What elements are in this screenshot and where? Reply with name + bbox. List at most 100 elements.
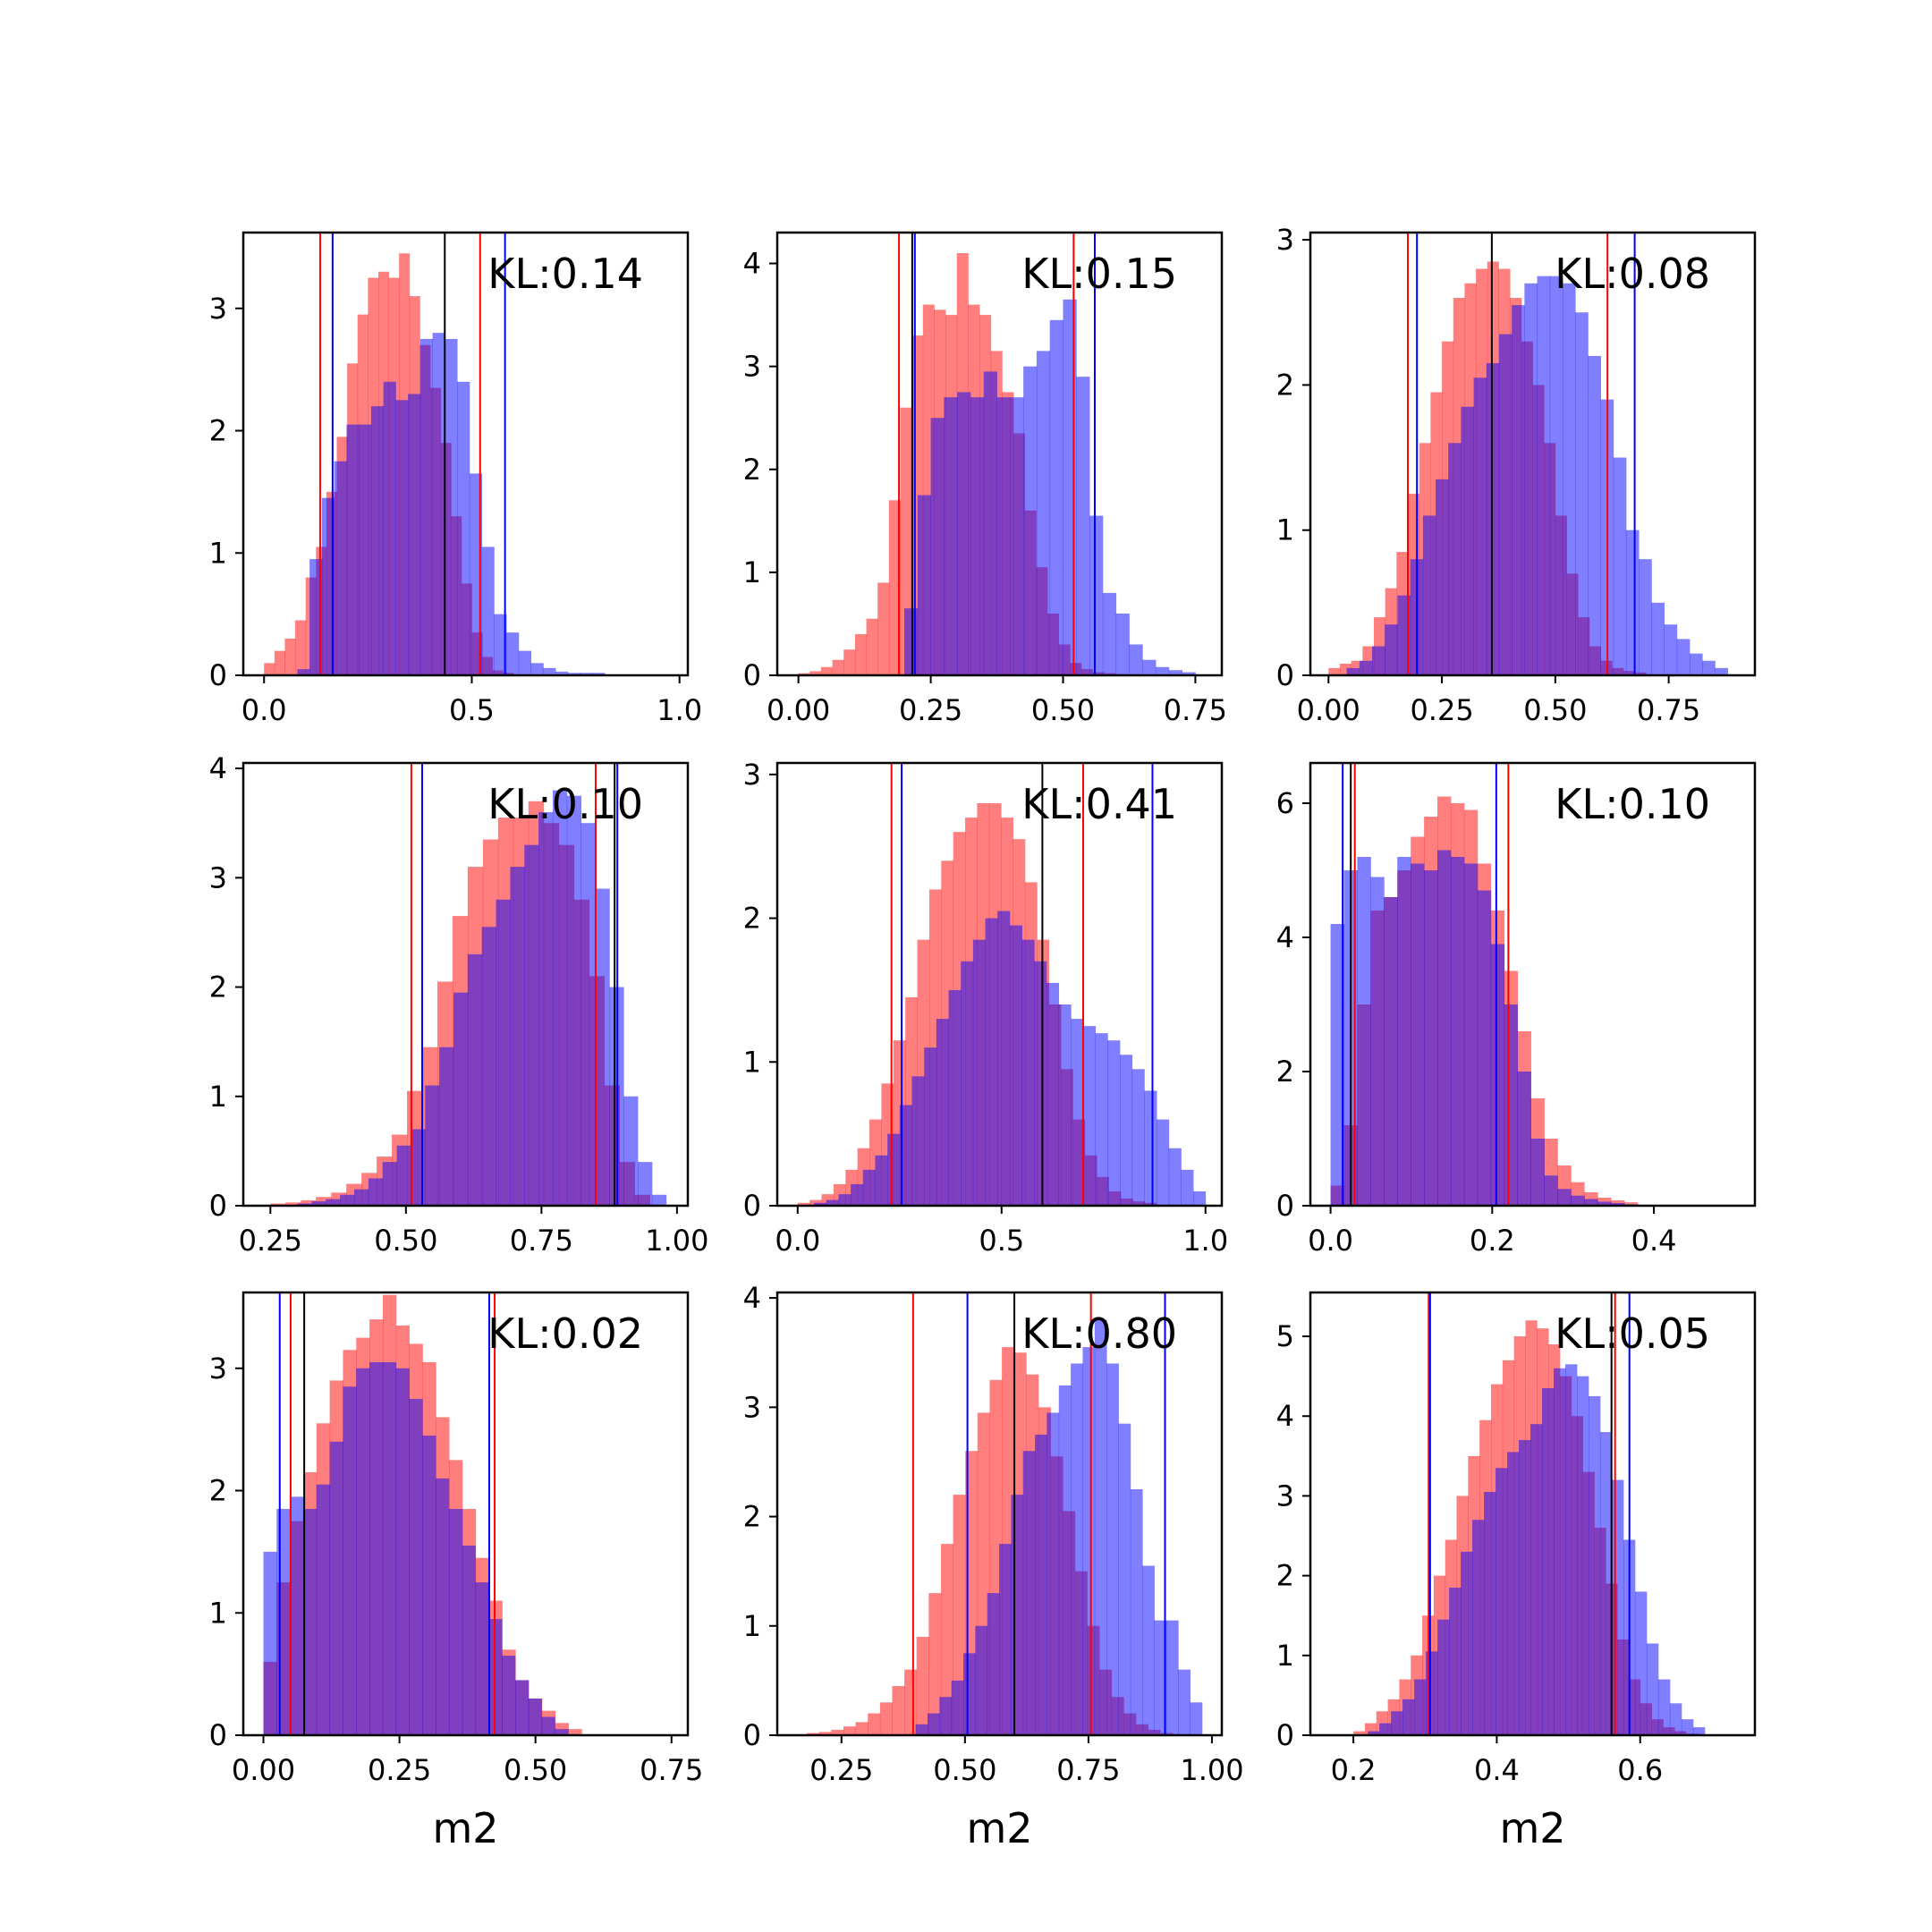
blue-histogram-bar — [1120, 1055, 1133, 1206]
red-histogram-bar — [797, 1202, 810, 1206]
blue-histogram-bar — [1190, 1702, 1203, 1735]
blue-histogram-bar — [528, 1698, 542, 1735]
axes-frame — [1309, 1291, 1757, 1737]
blue-histogram-bar — [887, 1133, 901, 1206]
axes-frame — [242, 761, 690, 1208]
blue-histogram-bar — [297, 669, 310, 675]
blue-histogram-bar — [329, 1441, 343, 1735]
blue-histogram-bar — [321, 497, 335, 675]
blue-histogram-bar — [915, 1724, 928, 1735]
y-tick-label: 0 — [209, 1718, 227, 1752]
blue-histogram-bar — [1142, 659, 1157, 675]
blue-histogram-bar — [1512, 305, 1525, 675]
blue-histogram-bar — [595, 888, 610, 1206]
blue-histogram-bar — [1524, 283, 1538, 675]
bars-group — [1328, 233, 1728, 675]
x-tick-label: 0.00 — [767, 693, 830, 727]
blue-histogram-bar — [1634, 1591, 1648, 1735]
blue-histogram-bar — [481, 547, 495, 675]
blue-histogram-bar — [395, 1368, 410, 1735]
x-tick-label: 0.6 — [1617, 1753, 1663, 1787]
y-tick-label: 3 — [209, 1352, 227, 1385]
subplot-8: 0.25 0.50 0.75 1.00 0 1 2 3 4 KL:0.80 m2 — [743, 1281, 1244, 1852]
blue-histogram-bar — [1023, 366, 1038, 675]
red-histogram-bar — [868, 1713, 881, 1735]
y-tick-label: 2 — [1276, 1559, 1294, 1593]
blue-histogram-bar — [1588, 355, 1601, 675]
blue-histogram-bar — [963, 1653, 976, 1735]
y-tick-label: 1 — [1276, 1639, 1294, 1673]
y-tick-label: 2 — [209, 1474, 227, 1508]
red-histogram-bar — [264, 663, 275, 675]
blue-histogram-bar — [961, 961, 974, 1206]
blue-histogram-bar — [1422, 515, 1436, 675]
blue-histogram-bar — [875, 1155, 888, 1206]
blue-histogram-bar — [623, 1096, 639, 1206]
blue-histogram-bar — [1129, 644, 1143, 675]
y-tick-label: 4 — [1276, 1399, 1294, 1433]
x-tick-label: 0.50 — [1031, 693, 1095, 727]
blue-histogram-bar — [467, 953, 483, 1206]
blue-histogram-bar — [1157, 1119, 1170, 1206]
blue-histogram-bar — [1530, 1139, 1545, 1206]
blue-histogram-bar — [987, 1593, 1000, 1735]
blue-histogram-bar — [1156, 666, 1170, 675]
red-histogram-bar — [855, 1722, 869, 1735]
y-tick-label: 2 — [1276, 1055, 1294, 1089]
blue-histogram-bar — [448, 1509, 463, 1735]
blue-histogram-bar — [944, 397, 958, 675]
y-tick-label: 4 — [743, 1281, 761, 1315]
blue-histogram-bar — [1144, 1090, 1157, 1206]
blue-histogram-bar — [1554, 1368, 1566, 1735]
blue-histogram-bar — [422, 1435, 436, 1735]
blue-histogram-bar — [395, 400, 409, 675]
blue-histogram-bar — [1142, 1565, 1155, 1735]
blue-histogram-bar — [1370, 877, 1385, 1206]
blue-histogram-bar — [997, 911, 1011, 1206]
blue-histogram-bar — [1646, 1643, 1659, 1735]
x-axis-label: m2 — [966, 1804, 1032, 1852]
subplot-5: 0.0 0.5 1.0 0 1 2 3 KL:0.41 — [743, 758, 1229, 1258]
blue-histogram-bar — [1095, 1033, 1108, 1206]
x-tick-label: 1.0 — [657, 693, 702, 727]
blue-histogram-bar — [356, 1368, 370, 1735]
blue-histogram-bar — [1448, 443, 1462, 675]
blue-histogram-bar — [1530, 1424, 1543, 1735]
bars-group — [263, 1292, 582, 1735]
blue-histogram-bar — [851, 1183, 864, 1206]
blue-histogram-bar — [1034, 961, 1047, 1206]
x-tick-label: 0.00 — [1297, 693, 1360, 727]
blue-histogram-bar — [1414, 1679, 1427, 1735]
blue-histogram-bar — [1611, 1203, 1625, 1206]
red-histogram-bar — [854, 633, 867, 675]
blue-histogram-bar — [436, 1478, 450, 1735]
red-histogram-bar — [940, 1544, 953, 1735]
blue-histogram-bar — [354, 1189, 369, 1206]
x-tick-label: 0.0 — [242, 693, 287, 727]
kl-annotation: KL:0.10 — [487, 780, 643, 828]
red-histogram-bar — [832, 659, 844, 675]
axes-frame — [775, 761, 1224, 1208]
blue-histogram-bar — [1118, 1423, 1131, 1735]
blue-histogram-bar — [1082, 1026, 1097, 1206]
blue-histogram-bar — [1450, 857, 1465, 1206]
blue-histogram-bar — [1384, 897, 1398, 1206]
blue-histogram-bar — [1154, 1620, 1167, 1735]
red-histogram-bar — [1624, 1202, 1639, 1206]
red-histogram-bar — [285, 1202, 301, 1206]
x-tick-label: 0.75 — [1164, 693, 1227, 727]
blue-histogram-bar — [924, 1047, 937, 1206]
blue-histogram-bar — [530, 663, 544, 675]
subplot-6: 0.0 0.2 0.4 0 2 4 6 KL:0.10 — [1276, 761, 1757, 1258]
red-histogram-bar — [877, 582, 890, 675]
red-histogram-bar — [1328, 667, 1341, 675]
x-tick-label: 0.00 — [232, 1753, 295, 1787]
axes-frame — [775, 231, 1224, 677]
red-histogram-bar — [904, 1669, 918, 1735]
blue-histogram-bar — [1498, 334, 1513, 675]
blue-histogram-bar — [1564, 1364, 1578, 1735]
blue-histogram-bar — [1402, 1699, 1415, 1735]
blue-histogram-bar — [518, 650, 532, 675]
blue-histogram-bar — [1449, 1588, 1462, 1735]
blue-histogram-bar — [1537, 275, 1551, 675]
